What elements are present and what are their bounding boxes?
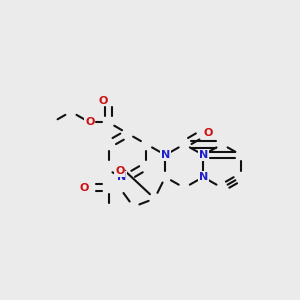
Text: O: O xyxy=(85,117,94,128)
Text: O: O xyxy=(204,128,213,138)
Text: N: N xyxy=(199,150,208,160)
Text: N: N xyxy=(199,172,208,182)
Text: N: N xyxy=(161,150,170,160)
Text: N: N xyxy=(117,172,126,182)
Text: O: O xyxy=(80,183,89,193)
Text: O: O xyxy=(98,96,108,106)
Text: O: O xyxy=(115,166,124,176)
